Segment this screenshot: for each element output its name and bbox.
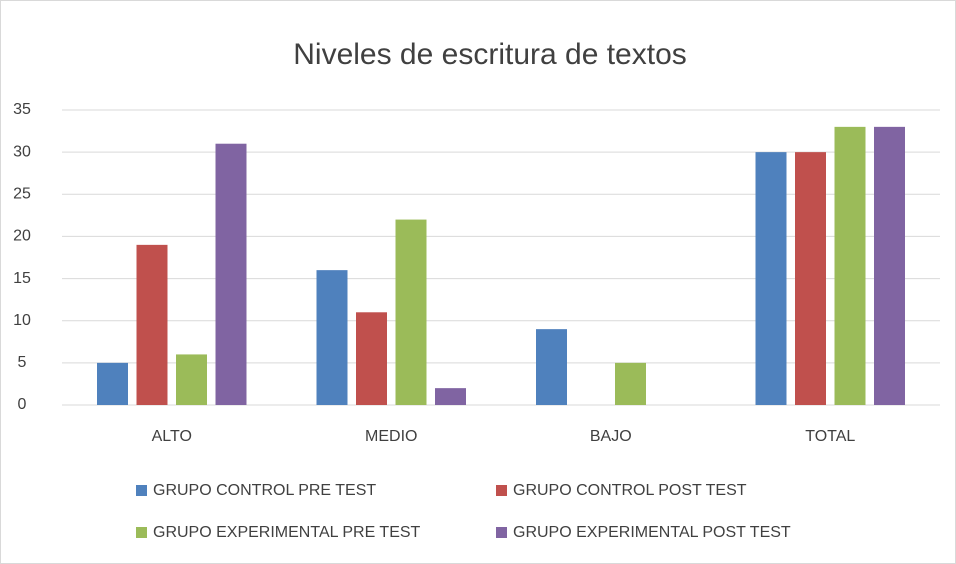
y-tick-label: 20 (13, 228, 31, 245)
bar (874, 126, 905, 405)
x-tick-label: BAJO (590, 428, 632, 445)
bar (97, 362, 128, 405)
bar (395, 219, 427, 405)
legend-swatch (496, 485, 507, 496)
y-tick-label: 30 (13, 143, 31, 160)
y-tick-label: 15 (13, 270, 31, 287)
bar (136, 244, 168, 405)
legend-swatch (496, 527, 507, 538)
bar (795, 152, 826, 405)
bar (834, 126, 866, 405)
legend-label: GRUPO EXPERIMENTAL POST TEST (513, 524, 791, 541)
y-tick-label: 10 (13, 312, 31, 329)
legend-label: GRUPO CONTROL POST TEST (513, 482, 747, 499)
bar (215, 143, 247, 405)
bar (755, 152, 787, 405)
bar (615, 362, 646, 405)
chart-title: Niveles de escritura de textos (293, 38, 687, 71)
bar (176, 354, 207, 405)
x-tick-label: TOTAL (805, 428, 855, 445)
x-tick-label: ALTO (152, 428, 192, 445)
bar (536, 329, 567, 405)
bar (316, 270, 348, 405)
legend-swatch (136, 527, 147, 538)
y-tick-label: 5 (18, 354, 27, 371)
legend-label: GRUPO CONTROL PRE TEST (153, 482, 376, 499)
y-tick-label: 0 (18, 396, 27, 413)
bar (435, 388, 466, 405)
legend-label: GRUPO EXPERIMENTAL PRE TEST (153, 524, 421, 541)
x-tick-label: MEDIO (365, 428, 417, 445)
bar (356, 312, 387, 405)
legend-swatch (136, 485, 147, 496)
y-tick-label: 35 (13, 101, 31, 118)
y-tick-label: 25 (13, 186, 31, 203)
